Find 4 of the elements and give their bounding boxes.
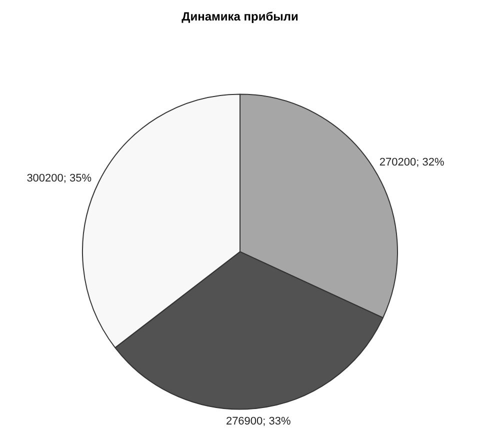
data-label: 276900; 33% <box>226 416 292 428</box>
chart-title: Динамика прибыли <box>182 10 298 24</box>
data-label: 270200; 32% <box>379 156 444 169</box>
data-label: 300200; 35% <box>26 172 92 185</box>
